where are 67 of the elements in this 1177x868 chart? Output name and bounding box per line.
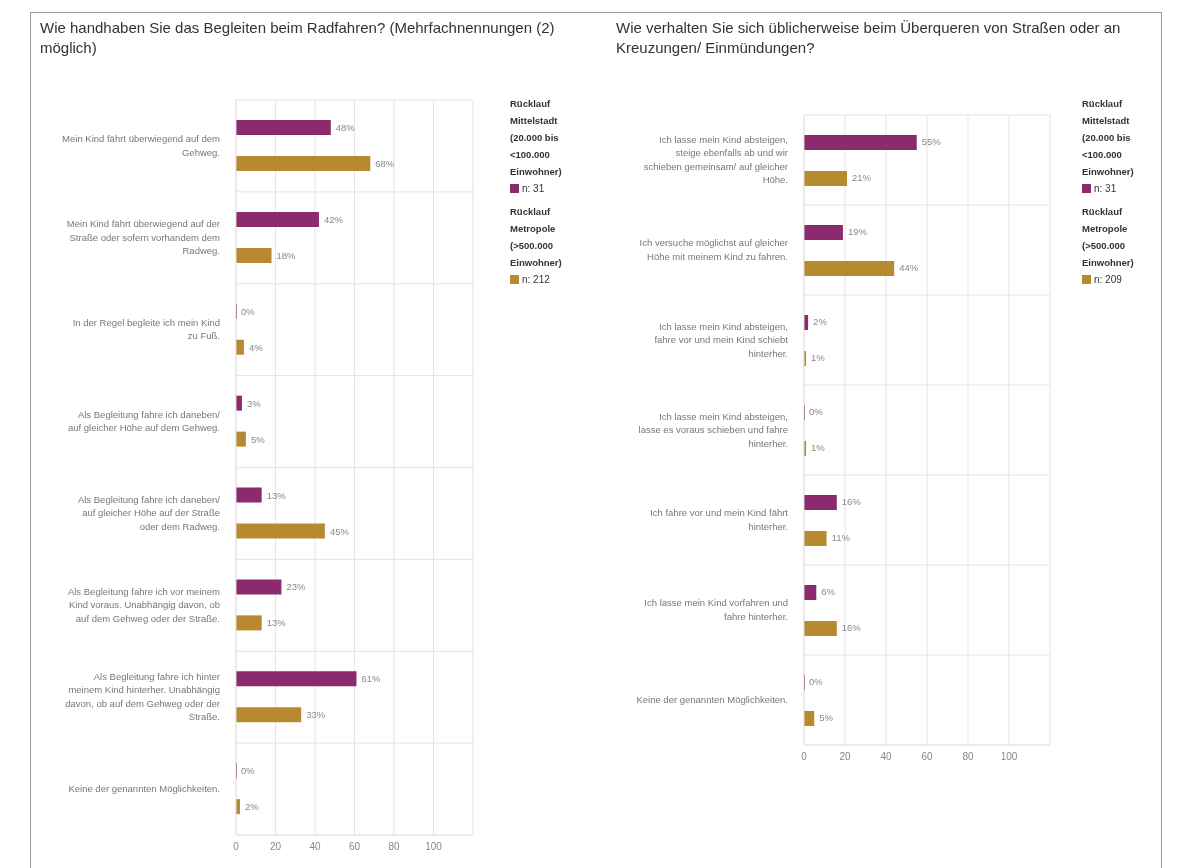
data-label: 5% — [819, 712, 834, 723]
data-label: 0% — [809, 676, 824, 687]
chart-title: Wie verhalten Sie sich üblicherweise beim Überqueren von Straßen oder an Kreuzungen/ Einmündungen? — [616, 18, 1122, 58]
data-label: 48% — [335, 122, 356, 133]
text: Rücklauf Metropole (>500.000 Einwohner) — [510, 205, 563, 270]
data-label: 42% — [323, 213, 344, 225]
data-label: 45% — [329, 525, 350, 537]
data-label: 55% — [921, 136, 942, 147]
text: n: 212 — [522, 273, 550, 287]
x-tick-label: 20 — [269, 841, 282, 853]
x-tick-label: 0 — [233, 841, 240, 853]
data-label: 0% — [241, 305, 256, 317]
y-tick-label: Ich fahre vor und mein Kind fährt hinterher. — [650, 507, 789, 532]
data-label: 33% — [306, 709, 326, 721]
text: Rücklauf Mittelstadt (20.000 bis <100.000 Einwohner) — [1082, 97, 1135, 179]
y-tick-label: Mein Kind fährt überwiegend auf dem Gehweg. — [62, 133, 221, 158]
data-label: 21% — [852, 172, 872, 183]
data-label: 6% — [821, 586, 836, 597]
x-tick-label: 60 — [921, 751, 933, 763]
y-tick-label: Mein Kind fährt überwiegend auf der Straße oder sofern vorhandem dem Radweg. — [66, 218, 221, 257]
data-label: 0% — [241, 765, 256, 777]
data-label: 68% — [375, 158, 395, 169]
text: Rücklauf Metropole (>500.000 Einwohner) — [1082, 205, 1135, 270]
data-label: 4% — [248, 341, 264, 353]
y-tick-label: Keine der genannten Möglichkeiten. — [68, 783, 220, 795]
data-label: 44% — [899, 262, 919, 273]
y-tick-label: Als Begleitung fahre ich hinter meinem Kind hinterher. Unabhängig davon, ob auf dem Gehweg oder der Straße. — [65, 670, 220, 723]
y-tick-label: Ich lasse mein Kind vorfahren und fahre hinterher. — [644, 597, 788, 622]
y-tick-label: In der Regel begleite ich mein Kind zu Fuß. — [72, 316, 220, 342]
y-tick-label: Ich versuche möglichst auf gleicher Höhe mit meinem Kind zu fahren. — [639, 237, 788, 262]
y-tick-label: Ich lasse mein Kind absteigen, fahre vor und mein Kind schiebt hinterher. — [654, 320, 789, 359]
x-tick-label: 0 — [801, 751, 808, 763]
data-label: 18% — [276, 249, 297, 261]
data-label: 13% — [266, 489, 287, 501]
text: n: 209 — [1094, 273, 1122, 287]
data-label: 5% — [250, 433, 266, 445]
data-label: 13% — [266, 617, 287, 629]
x-tick-label: 60 — [348, 841, 361, 853]
y-tick-label: Als Begleitung fahre ich daneben/ auf gleicher Höhe auf der Straße oder dem Radweg. — [77, 493, 221, 532]
y-tick-label: Als Begleitung fahre ich vor meinem Kind voraus. Unabhängig davon, ob auf dem Gehweg oder der Straße. — [67, 585, 221, 624]
data-label: 23% — [286, 581, 306, 593]
text: n: 31 — [522, 182, 545, 196]
text: Rücklauf Mittelstadt (20.000 bis <100.000 Einwohner) — [510, 97, 563, 179]
x-tick-label: 40 — [309, 841, 321, 853]
x-tick-label: 100 — [425, 841, 443, 853]
data-label: 0% — [809, 406, 824, 417]
data-label: 2% — [813, 316, 828, 327]
chart-title: Wie handhaben Sie das Begleiten beim Radfahren? (Mehrfachnennungen (2) möglich) — [40, 18, 556, 58]
x-tick-label: 40 — [880, 751, 892, 763]
x-tick-label: 100 — [1000, 751, 1018, 763]
x-tick-label: 20 — [839, 751, 851, 763]
data-label: 2% — [244, 801, 260, 813]
data-label: 1% — [811, 442, 826, 453]
text: n: 31 — [1094, 182, 1117, 196]
data-label: 1% — [811, 352, 826, 363]
data-label: 11% — [831, 532, 851, 543]
y-tick-label: Keine der genannten Möglichkeiten. — [636, 694, 788, 705]
y-tick-label: Ich lasse mein Kind absteigen, lasse es voraus schieben und fahre hinterher. — [638, 410, 788, 449]
data-label: 61% — [361, 673, 382, 685]
y-tick-label: Ich lasse mein Kind absteigen, steige ebenfalls ab und wir schieben gemeinsam/ auf gleicher Höhe. — [643, 133, 788, 186]
data-label: 16% — [841, 622, 862, 633]
y-tick-label: Als Begleitung fahre ich daneben/ auf gleicher Höhe auf dem Gehweg. — [67, 408, 221, 434]
data-label: 19% — [847, 226, 868, 237]
data-label: 16% — [841, 496, 862, 507]
data-label: 3% — [246, 397, 262, 409]
x-tick-label: 80 — [962, 751, 974, 763]
x-tick-label: 80 — [388, 841, 400, 853]
